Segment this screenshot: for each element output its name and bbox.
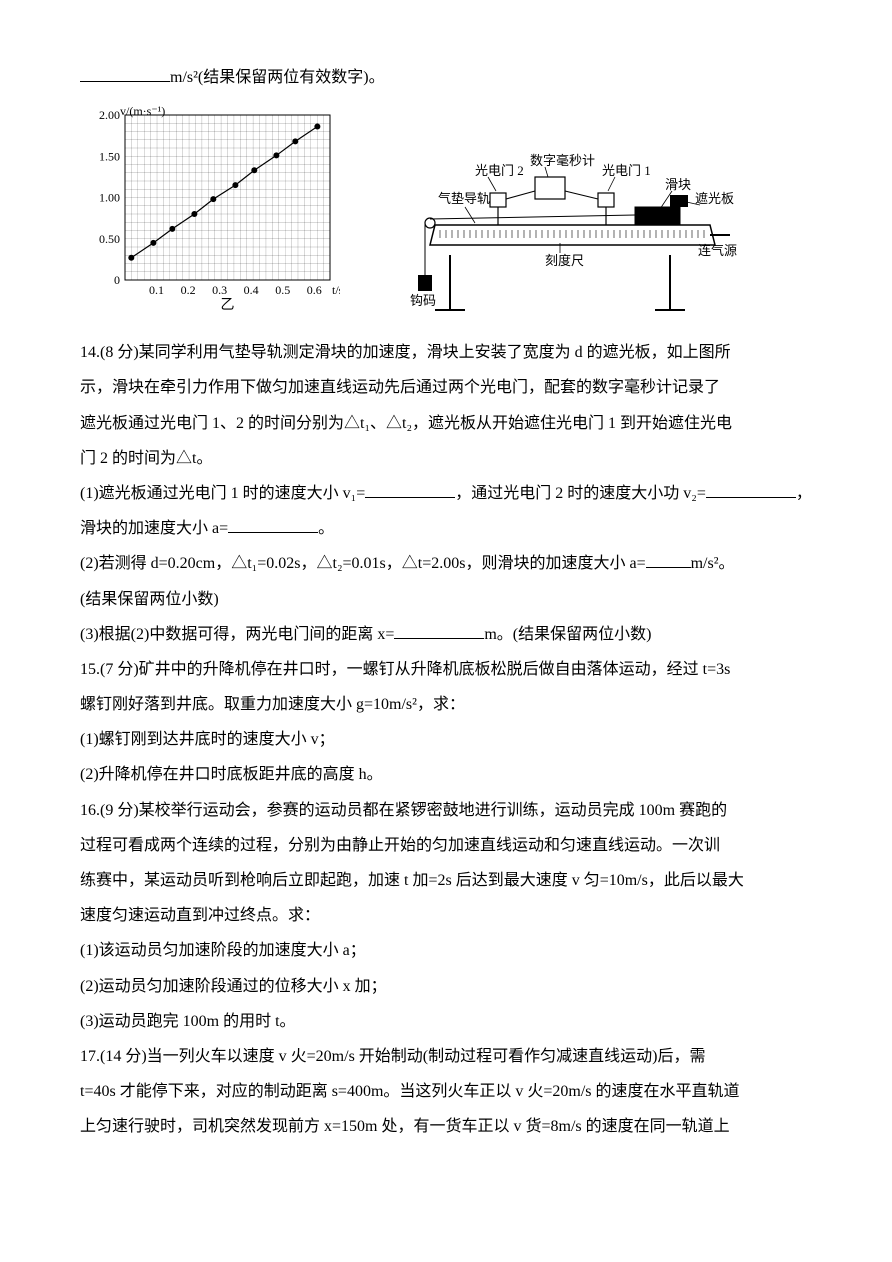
svg-text:0.3: 0.3 (212, 283, 227, 297)
svg-text:遮光板: 遮光板 (695, 191, 734, 206)
blank-v2 (706, 481, 796, 498)
q14-part3: (3)根据(2)中数据可得，两光电门间的距离 x= m。(结果保留两位小数) (80, 617, 812, 652)
svg-text:0.4: 0.4 (244, 283, 259, 297)
svg-text:0.50: 0.50 (99, 232, 120, 246)
q15-stem-a: 15.(7 分)矿井中的升降机停在井口时，一螺钉从升降机底板松脱后做自由落体运动… (80, 652, 812, 687)
velocity-chart: 0 0.50 1.00 1.50 2.00 0.1 0.2 0.3 0.4 0.5 0.6 v/(m·… (80, 105, 340, 315)
q15-stem-b: 螺钉刚好落到井底。取重力加速度大小 g=10m/s²，求： (80, 687, 812, 722)
q16-stem-a: 16.(9 分)某校举行运动会，参赛的运动员都在紧锣密鼓地进行训练，运动员完成 … (80, 793, 812, 828)
q17-stem-b: t=40s 才能停下来，对应的制动距离 s=400m。当这列火车正以 v 火=2… (80, 1074, 812, 1109)
apparatus-diagram: 光电门 2 数字毫秒计光电门 1 气垫导轨 滑块遮光板刻度尺 连气源钩码 (380, 135, 740, 315)
q17-stem-a: 17.(14 分)当一列火车以速度 v 火=20m/s 开始制动(制动过程可看作… (80, 1039, 812, 1074)
q14-p1-c: ， (796, 485, 812, 502)
svg-text:1.50: 1.50 (99, 149, 120, 163)
svg-text:v/(m·s⁻¹): v/(m·s⁻¹) (120, 105, 165, 118)
q15-part1: (1)螺钉刚到达井底时的速度大小 v； (80, 722, 812, 757)
top-fragment: m/s²(结果保留两位有效数字)。 (80, 60, 812, 95)
svg-text:连气源: 连气源 (698, 243, 737, 258)
svg-text:光电门 1: 光电门 1 (602, 163, 651, 178)
q16-part2: (2)运动员匀加速阶段通过的位移大小 x 加； (80, 969, 812, 1004)
svg-text:气垫导轨: 气垫导轨 (438, 191, 490, 206)
blank-x (394, 622, 484, 639)
q16-part3: (3)运动员跑完 100m 的用时 t。 (80, 1004, 812, 1039)
svg-text:2.00: 2.00 (99, 108, 120, 122)
q14-p2-b: m/s²。 (691, 555, 735, 572)
svg-text:乙: 乙 (221, 297, 235, 313)
blank-top (80, 65, 170, 82)
svg-text:刻度尺: 刻度尺 (545, 253, 584, 268)
q16-stem-d: 速度匀速运动直到冲过终点。求： (80, 898, 812, 933)
svg-text:数字毫秒计: 数字毫秒计 (530, 153, 595, 168)
q14-part2-line1: (2)若测得 d=0.20cm，△t₁=0.02s，△t₂=0.01s，△t=2… (80, 546, 812, 581)
q14-p1-a: (1)遮光板通过光电门 1 时的速度大小 v₁= (80, 485, 365, 502)
q14-p1-b: ，通过光电门 2 时的速度大小功 v₂= (455, 485, 706, 502)
q14-p2-a: (2)若测得 d=0.20cm，△t₁=0.02s，△t₂=0.01s，△t=2… (80, 555, 646, 572)
svg-text:t/s: t/s (332, 283, 340, 297)
q14-part1-line1: (1)遮光板通过光电门 1 时的速度大小 v₁= ，通过光电门 2 时的速度大小功… (80, 476, 812, 511)
svg-text:0.6: 0.6 (307, 283, 322, 297)
q16-part1: (1)该运动员匀加速阶段的加速度大小 a； (80, 933, 812, 968)
q14-stem-c: 遮光板通过光电门 1、2 的时间分别为△t₁、△t₂，遮光板从开始遮住光电门 1… (80, 406, 812, 441)
svg-text:滑块: 滑块 (665, 177, 691, 192)
svg-text:0: 0 (114, 273, 120, 287)
q17-stem-c: 上匀速行驶时，司机突然发现前方 x=150m 处，有一货车正以 v 货=8m/s… (80, 1109, 812, 1144)
q16-stem-c: 练赛中，某运动员听到枪响后立即起跑，加速 t 加=2s 后达到最大速度 v 匀=… (80, 863, 812, 898)
svg-text:光电门 2: 光电门 2 (475, 163, 524, 178)
svg-text:0.1: 0.1 (149, 283, 164, 297)
q14-p1-e: 。 (318, 520, 334, 537)
top-text: m/s²(结果保留两位有效数字)。 (170, 69, 385, 86)
q14-p1-d: 滑块的加速度大小 a= (80, 520, 228, 537)
blank-a2 (646, 551, 691, 568)
figures-row: 0 0.50 1.00 1.50 2.00 0.1 0.2 0.3 0.4 0.5 0.6 v/(m·… (80, 105, 812, 315)
q14-stem-b: 示，滑块在牵引力作用下做匀加速直线运动先后通过两个光电门，配套的数字毫秒计记录了 (80, 370, 812, 405)
q14-stem-a: 14.(8 分)某同学利用气垫导轨测定滑块的加速度，滑块上安装了宽度为 d 的遮… (80, 335, 812, 370)
q14-part2-line2: (结果保留两位小数) (80, 582, 812, 617)
blank-a (228, 516, 318, 533)
q15-part2: (2)升降机停在井口时底板距井底的高度 h。 (80, 757, 812, 792)
svg-text:钩码: 钩码 (410, 293, 436, 308)
q14-stem-d: 门 2 的时间为△t。 (80, 441, 812, 476)
svg-text:1.00: 1.00 (99, 191, 120, 205)
q14-part1-line2: 滑块的加速度大小 a= 。 (80, 511, 812, 546)
svg-text:0.5: 0.5 (275, 283, 290, 297)
q16-stem-b: 过程可看成两个连续的过程，分别为由静止开始的匀加速直线运动和匀速直线运动。一次训 (80, 828, 812, 863)
q14-p3-b: m。(结果保留两位小数) (484, 626, 651, 643)
svg-text:0.2: 0.2 (181, 283, 196, 297)
q14-p3-a: (3)根据(2)中数据可得，两光电门间的距离 x= (80, 626, 394, 643)
blank-v1 (365, 481, 455, 498)
